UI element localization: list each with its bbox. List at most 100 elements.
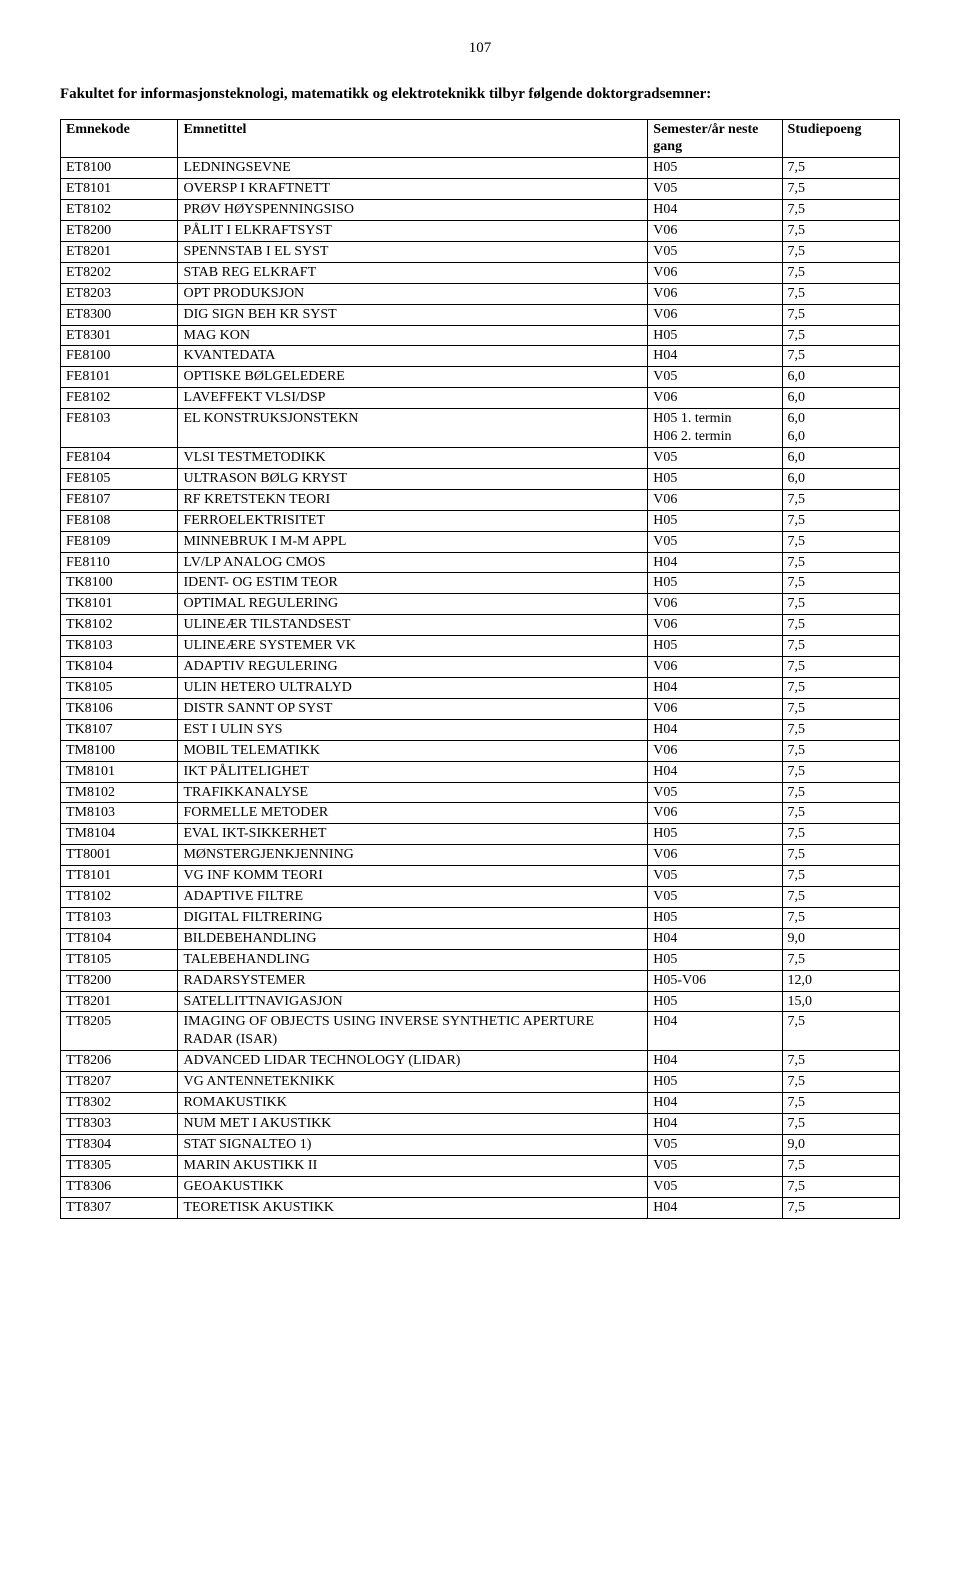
cell-semester: H05: [648, 824, 782, 845]
cell-semester: V06: [648, 283, 782, 304]
table-row: TK8101OPTIMAL REGULERINGV067,5: [61, 594, 900, 615]
table-header-row: Emnekode Emnetittel Semester/år neste ga…: [61, 119, 900, 158]
table-row: TT8305MARIN AKUSTIKK IIV057,5: [61, 1155, 900, 1176]
cell-emnekode: FE8102: [61, 388, 178, 409]
cell-emnekode: TT8206: [61, 1051, 178, 1072]
cell-semester: V05: [648, 1176, 782, 1197]
cell-emnekode: TT8103: [61, 907, 178, 928]
cell-semester: H05 1. termin H06 2. termin: [648, 409, 782, 448]
cell-semester: H05: [648, 325, 782, 346]
table-row: ET8101OVERSP I KRAFTNETTV057,5: [61, 179, 900, 200]
cell-emnekode: FE8109: [61, 531, 178, 552]
cell-emnekode: FE8103: [61, 409, 178, 448]
cell-emnetittel: FERROELEKTRISITET: [178, 510, 648, 531]
cell-semester: H05-V06: [648, 970, 782, 991]
cell-studiepoeng: 7,5: [782, 782, 899, 803]
table-row: TT8101VG INF KOMM TEORIV057,5: [61, 866, 900, 887]
table-row: FE8107RF KRETSTEKN TEORIV067,5: [61, 489, 900, 510]
table-row: ET8203OPT PRODUKSJONV067,5: [61, 283, 900, 304]
table-row: TT8104BILDEBEHANDLINGH049,0: [61, 928, 900, 949]
cell-studiepoeng: 7,5: [782, 636, 899, 657]
cell-semester: H04: [648, 552, 782, 573]
cell-emnekode: TT8104: [61, 928, 178, 949]
cell-emnekode: ET8300: [61, 304, 178, 325]
table-row: TK8104ADAPTIV REGULERINGV067,5: [61, 657, 900, 678]
cell-semester: H04: [648, 928, 782, 949]
cell-emnetittel: ULINEÆR TILSTANDSEST: [178, 615, 648, 636]
cell-semester: V06: [648, 657, 782, 678]
table-row: ET8102PRØV HØYSPENNINGSISOH047,5: [61, 200, 900, 221]
cell-emnetittel: STAT SIGNALTEO 1): [178, 1134, 648, 1155]
cell-studiepoeng: 6,0: [782, 367, 899, 388]
table-row: TM8101IKT PÅLITELIGHETH047,5: [61, 761, 900, 782]
intro-text: Fakultet for informasjonsteknologi, mate…: [60, 85, 900, 105]
cell-emnetittel: IKT PÅLITELIGHET: [178, 761, 648, 782]
table-row: TK8102ULINEÆR TILSTANDSESTV067,5: [61, 615, 900, 636]
cell-emnekode: ET8201: [61, 241, 178, 262]
cell-semester: H05: [648, 573, 782, 594]
table-row: TK8107EST I ULIN SYSH047,5: [61, 719, 900, 740]
cell-emnetittel: IDENT- OG ESTIM TEOR: [178, 573, 648, 594]
cell-emnetittel: EST I ULIN SYS: [178, 719, 648, 740]
cell-emnetittel: ADVANCED LIDAR TECHNOLOGY (LIDAR): [178, 1051, 648, 1072]
cell-emnetittel: SPENNSTAB I EL SYST: [178, 241, 648, 262]
cell-emnekode: TT8304: [61, 1134, 178, 1155]
cell-emnekode: TM8102: [61, 782, 178, 803]
cell-emnetittel: LV/LP ANALOG CMOS: [178, 552, 648, 573]
table-row: TT8307TEORETISK AKUSTIKKH047,5: [61, 1197, 900, 1218]
cell-studiepoeng: 7,5: [782, 1051, 899, 1072]
cell-emnetittel: NUM MET I AKUSTIKK: [178, 1114, 648, 1135]
cell-semester: V06: [648, 304, 782, 325]
cell-semester: V06: [648, 615, 782, 636]
table-row: FE8100KVANTEDATAH047,5: [61, 346, 900, 367]
cell-studiepoeng: 7,5: [782, 552, 899, 573]
cell-emnekode: ET8200: [61, 221, 178, 242]
cell-studiepoeng: 7,5: [782, 262, 899, 283]
cell-semester: V05: [648, 531, 782, 552]
cell-emnekode: TK8102: [61, 615, 178, 636]
cell-studiepoeng: 7,5: [782, 346, 899, 367]
cell-emnetittel: MØNSTERGJENKJENNING: [178, 845, 648, 866]
cell-emnekode: TT8302: [61, 1093, 178, 1114]
cell-emnekode: TT8105: [61, 949, 178, 970]
cell-semester: V05: [648, 1134, 782, 1155]
header-semester: Semester/år neste gang: [648, 119, 782, 158]
header-studiepoeng: Studiepoeng: [782, 119, 899, 158]
cell-emnekode: ET8202: [61, 262, 178, 283]
cell-emnetittel: ADAPTIV REGULERING: [178, 657, 648, 678]
cell-emnetittel: VLSI TESTMETODIKK: [178, 448, 648, 469]
cell-emnetittel: FORMELLE METODER: [178, 803, 648, 824]
table-row: FE8102LAVEFFEKT VLSI/DSPV066,0: [61, 388, 900, 409]
cell-studiepoeng: 7,5: [782, 677, 899, 698]
cell-studiepoeng: 6,0: [782, 448, 899, 469]
cell-emnekode: TK8105: [61, 677, 178, 698]
cell-emnetittel: OPTIMAL REGULERING: [178, 594, 648, 615]
cell-studiepoeng: 6,0: [782, 468, 899, 489]
cell-semester: H04: [648, 719, 782, 740]
cell-emnetittel: STAB REG ELKRAFT: [178, 262, 648, 283]
cell-semester: H04: [648, 1093, 782, 1114]
cell-semester: H05: [648, 991, 782, 1012]
cell-emnetittel: BILDEBEHANDLING: [178, 928, 648, 949]
cell-emnekode: TK8107: [61, 719, 178, 740]
cell-emnetittel: IMAGING OF OBJECTS USING INVERSE SYNTHET…: [178, 1012, 648, 1051]
cell-emnetittel: OVERSP I KRAFTNETT: [178, 179, 648, 200]
cell-emnetittel: MAG KON: [178, 325, 648, 346]
cell-emnetittel: DIG SIGN BEH KR SYST: [178, 304, 648, 325]
table-row: FE8101OPTISKE BØLGELEDEREV056,0: [61, 367, 900, 388]
cell-studiepoeng: 7,5: [782, 489, 899, 510]
cell-emnekode: TM8101: [61, 761, 178, 782]
cell-emnekode: TT8307: [61, 1197, 178, 1218]
cell-semester: V06: [648, 221, 782, 242]
cell-emnetittel: OPT PRODUKSJON: [178, 283, 648, 304]
cell-emnetittel: TEORETISK AKUSTIKK: [178, 1197, 648, 1218]
cell-semester: H05: [648, 468, 782, 489]
cell-emnetittel: ROMAKUSTIKK: [178, 1093, 648, 1114]
cell-emnekode: TM8103: [61, 803, 178, 824]
cell-studiepoeng: 7,5: [782, 698, 899, 719]
cell-studiepoeng: 7,5: [782, 510, 899, 531]
cell-emnekode: ET8102: [61, 200, 178, 221]
cell-studiepoeng: 7,5: [782, 803, 899, 824]
page-number: 107: [60, 40, 900, 57]
table-row: TT8207VG ANTENNETEKNIKKH057,5: [61, 1072, 900, 1093]
